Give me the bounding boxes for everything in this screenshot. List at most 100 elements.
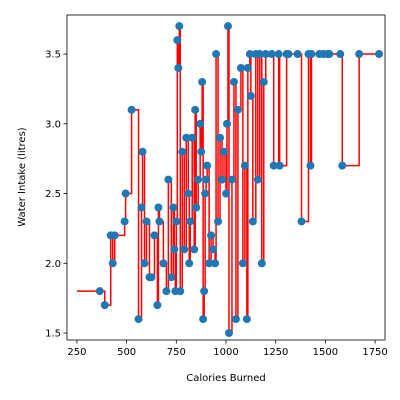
data-point [140, 259, 149, 268]
data-point [184, 189, 193, 198]
data-point [211, 259, 220, 268]
data-point [186, 217, 195, 226]
data-point [267, 50, 276, 59]
data-point [216, 133, 225, 142]
data-point [336, 50, 345, 59]
data-point [175, 22, 184, 31]
data-point [261, 50, 270, 59]
data-point [173, 36, 182, 45]
data-point [212, 50, 221, 59]
data-point [227, 175, 236, 184]
data-point [198, 77, 207, 86]
data-point [325, 50, 334, 59]
data-point [200, 287, 209, 296]
data-point [155, 217, 164, 226]
data-point [224, 329, 233, 338]
data-point [154, 203, 163, 212]
data-point [223, 22, 232, 31]
data-point [150, 231, 159, 240]
data-point [164, 175, 173, 184]
y-tick-label: 1.5 [45, 329, 61, 340]
data-point [246, 91, 255, 100]
data-point [121, 189, 130, 198]
data-point [245, 50, 254, 59]
data-point [274, 50, 283, 59]
data-point [214, 217, 223, 226]
data-point [153, 301, 162, 310]
data-point [231, 315, 240, 324]
x-axis-ticks: 250 500 750 1000 1250 1500 1750 [67, 340, 388, 358]
data-point [293, 50, 302, 59]
data-point [137, 203, 146, 212]
data-point [220, 147, 229, 156]
y-axis-ticks: 1.5 2.0 2.5 3.0 3.5 [45, 50, 67, 340]
data-point [243, 64, 252, 72]
data-point [284, 50, 293, 59]
data-point [170, 245, 179, 254]
data-point [95, 287, 104, 296]
x-tick-label: 1250 [263, 347, 288, 358]
y-tick-label: 2.5 [45, 189, 61, 200]
data-point [180, 245, 189, 254]
data-point [185, 259, 194, 268]
x-tick-label: 750 [167, 347, 186, 358]
data-point [203, 161, 212, 170]
y-tick-label: 3.0 [45, 119, 61, 130]
data-point [167, 273, 176, 282]
plot-area [66, 14, 386, 341]
x-axis-label: Calories Burned [186, 373, 265, 384]
data-point [242, 315, 251, 324]
data-point [108, 259, 117, 268]
x-tick-label: 500 [117, 347, 136, 358]
data-point [233, 105, 242, 114]
data-point [269, 161, 278, 170]
y-tick-label: 3.5 [45, 50, 61, 61]
x-tick-label: 1000 [213, 347, 238, 358]
data-point [192, 203, 201, 212]
data-point [275, 161, 284, 170]
data-point [229, 77, 238, 86]
data-point [257, 259, 266, 268]
data-point [307, 50, 316, 59]
data-point [201, 189, 210, 198]
data-point [190, 245, 199, 254]
data-point [306, 161, 315, 170]
data-point [147, 273, 156, 282]
data-point [240, 161, 249, 170]
data-point [162, 287, 171, 296]
data-point [142, 217, 151, 226]
data-point [218, 175, 227, 184]
data-point [178, 147, 187, 156]
data-point [172, 217, 181, 226]
data-point [207, 231, 216, 240]
data-point [176, 287, 185, 296]
x-tick-label: 1750 [362, 347, 387, 358]
y-tick-label: 2.0 [45, 259, 61, 270]
data-point [338, 161, 347, 170]
data-point [202, 175, 211, 184]
data-point [188, 133, 197, 142]
data-point [159, 259, 168, 268]
data-point [209, 245, 218, 254]
x-tick-label: 250 [67, 347, 86, 358]
data-point [100, 301, 109, 310]
data-point [259, 77, 268, 86]
x-tick-label: 1500 [313, 347, 338, 358]
data-point [205, 259, 214, 268]
data-point [236, 64, 245, 72]
data-point [138, 147, 147, 156]
data-point [169, 203, 178, 212]
data-point [222, 189, 230, 198]
data-point [297, 217, 306, 226]
data-point [127, 105, 136, 114]
data-point [134, 315, 143, 324]
data-point [182, 133, 191, 142]
points-layer [95, 22, 384, 338]
data-point [238, 259, 247, 268]
data-point [248, 217, 257, 226]
data-point [222, 119, 231, 128]
data-point [191, 105, 200, 114]
data-point [110, 231, 119, 240]
data-point [194, 175, 203, 184]
